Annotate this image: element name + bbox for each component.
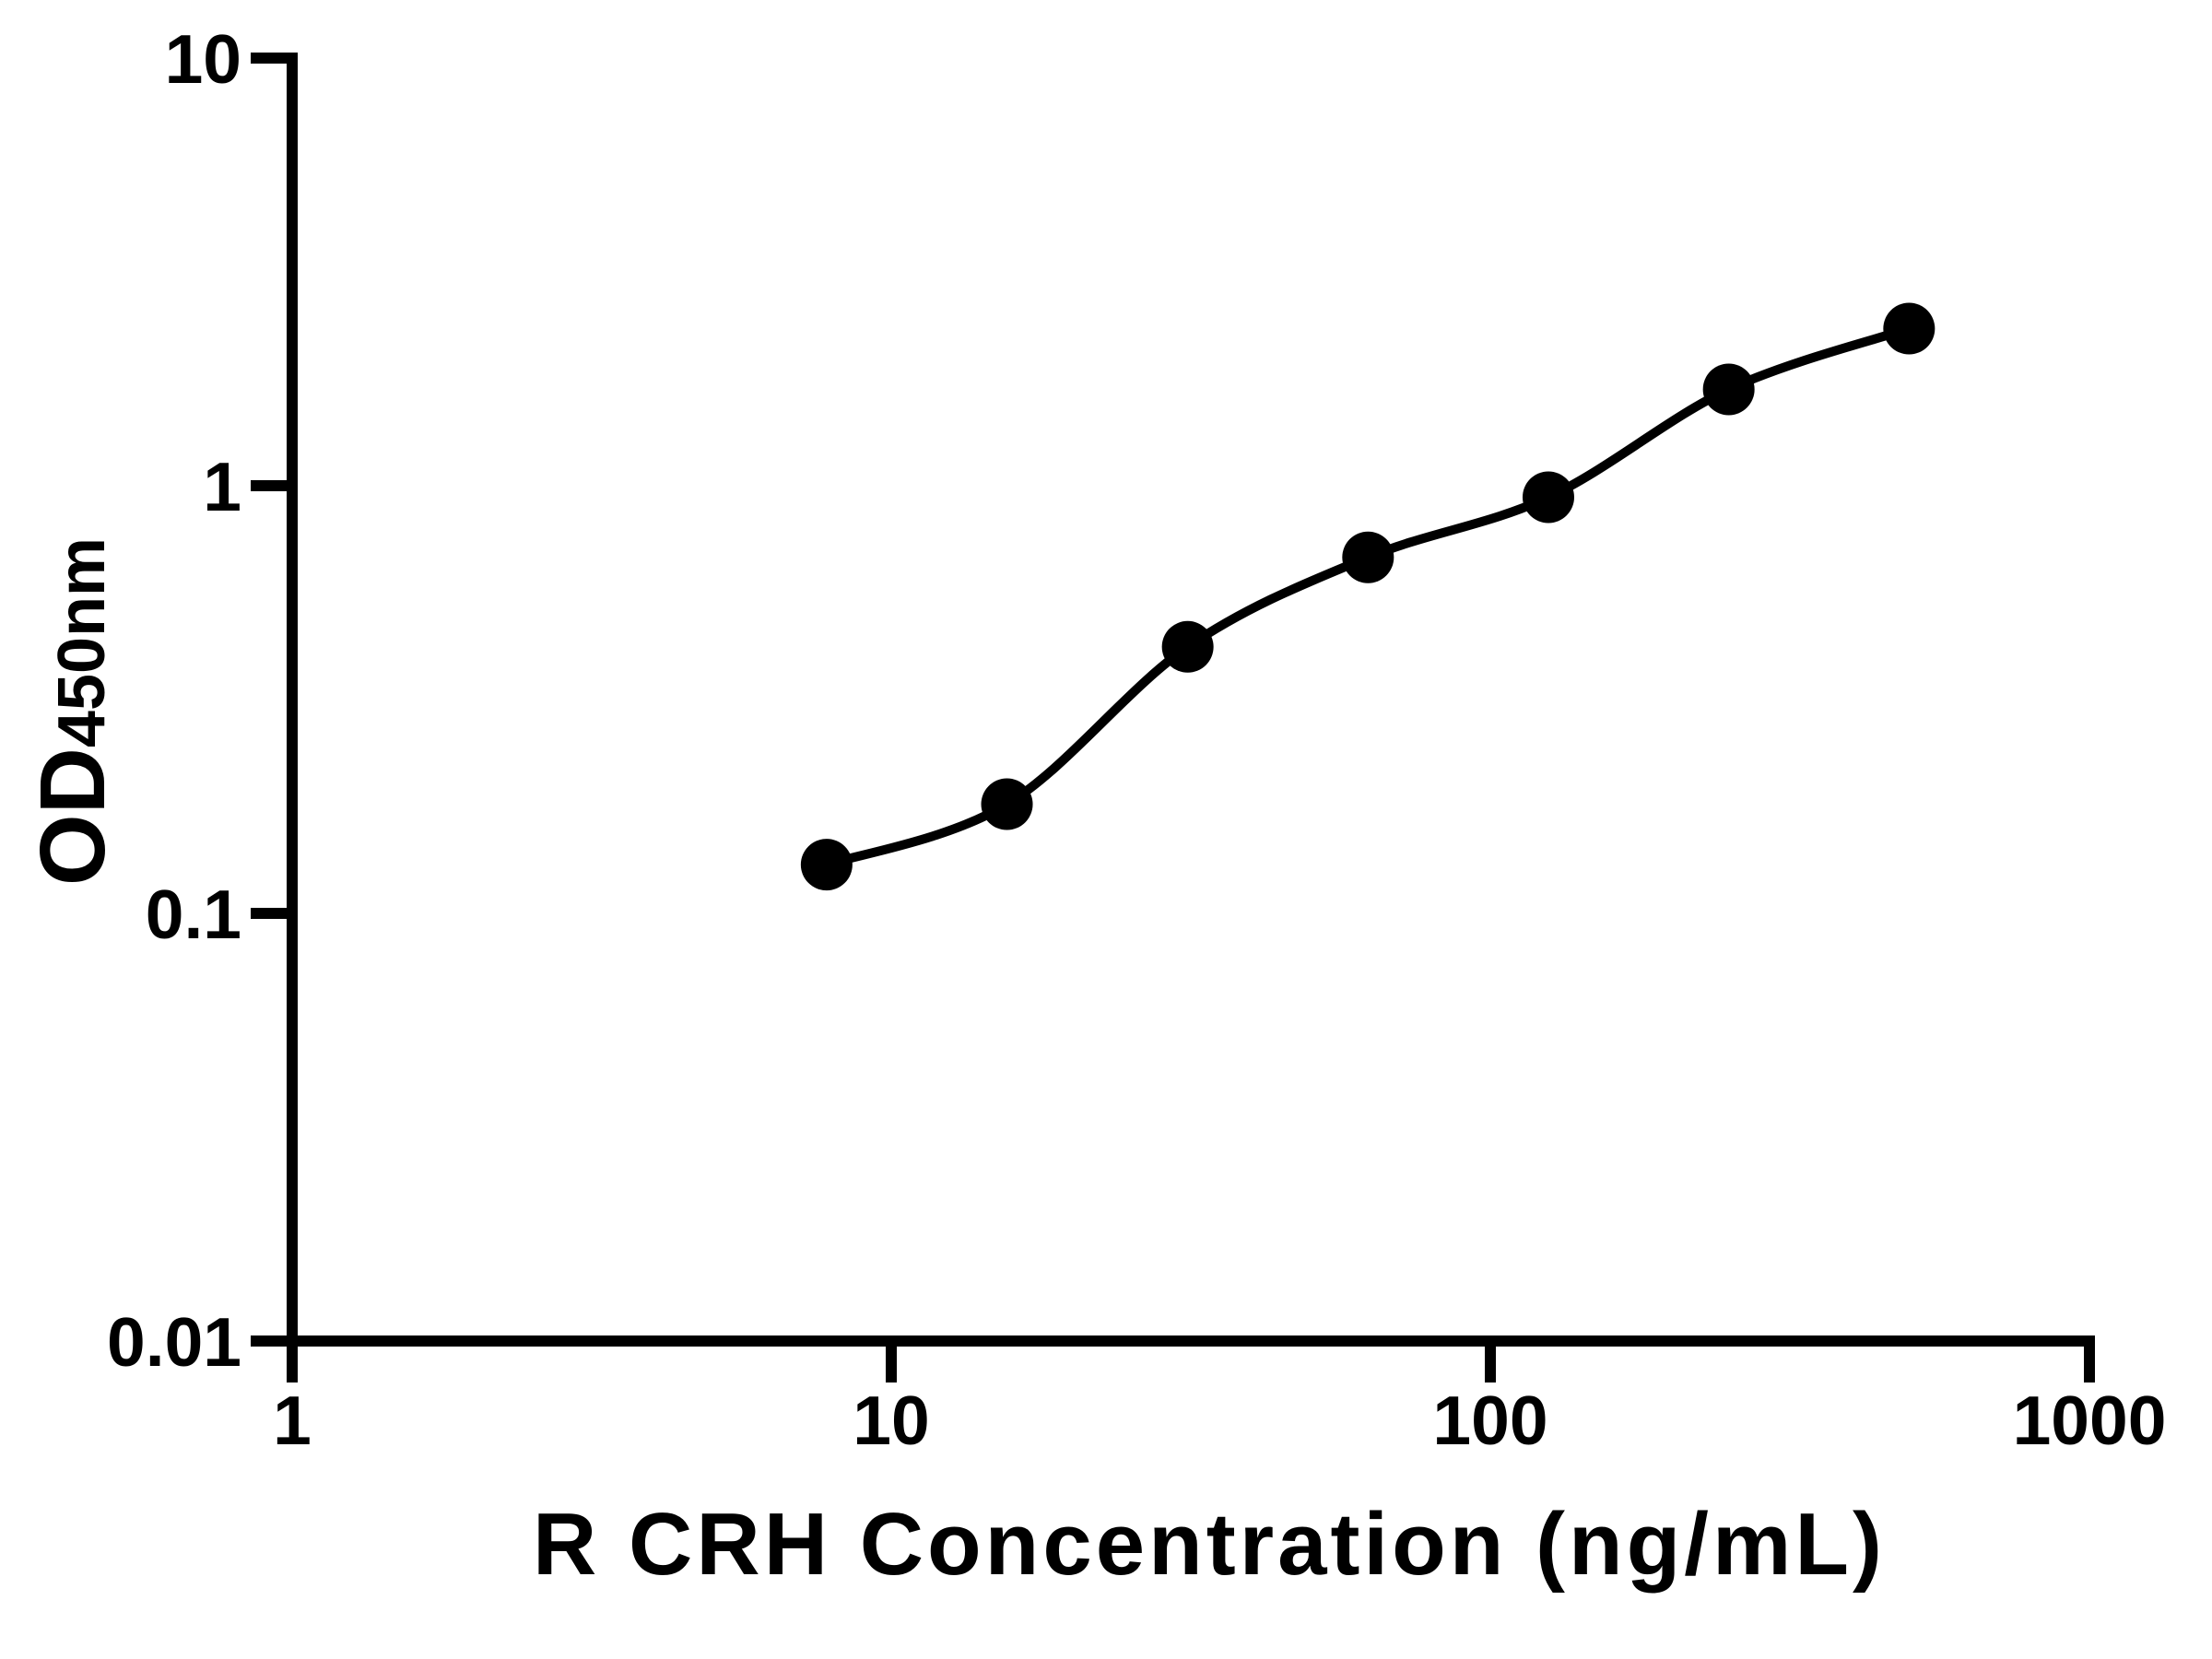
- x-axis-title: R CRH Concentration (ng/mL): [533, 1495, 1886, 1594]
- y-axis-title: OD450nm: [21, 537, 124, 886]
- y-tick-label: 1: [203, 448, 241, 525]
- axes: [251, 53, 2095, 1382]
- y-tick-label: 0.1: [146, 876, 241, 953]
- data-point: [1522, 471, 1574, 524]
- data-point: [1883, 302, 1936, 355]
- data-point: [800, 839, 853, 891]
- data-point: [1342, 531, 1394, 583]
- x-tick-label: 1000: [2013, 1382, 2167, 1459]
- y-axis-title-subscript: 450nm: [45, 537, 119, 747]
- x-tick-label: 100: [1432, 1382, 1547, 1459]
- y-axis-title-main: OD: [21, 747, 124, 886]
- x-tick-labels: 1 10 100 1000: [273, 1382, 2166, 1459]
- y-tick-labels: 10 1 0.1 0.01: [107, 20, 241, 1381]
- data-point: [1161, 620, 1214, 673]
- x-tick-label: 10: [853, 1382, 929, 1459]
- fit-curve-line: [821, 324, 1914, 870]
- data-points: [800, 302, 1936, 891]
- x-tick-label: 1: [273, 1382, 312, 1459]
- y-tick-label: 0.01: [107, 1303, 241, 1381]
- y-tick-label: 10: [165, 20, 241, 98]
- data-point: [1702, 363, 1755, 416]
- data-point: [981, 778, 1033, 830]
